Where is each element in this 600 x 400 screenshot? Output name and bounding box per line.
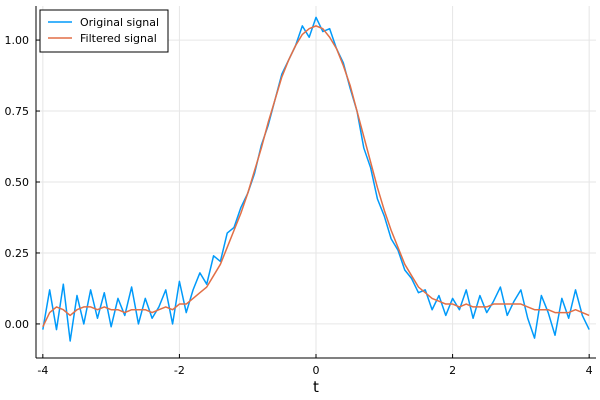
legend-label-original: Original signal — [80, 16, 159, 29]
y-tick-label-3: 0.75 — [5, 105, 30, 118]
x-tick-label-0: -4 — [37, 364, 48, 377]
x-tick-label-2: 0 — [313, 364, 320, 377]
x-axis-label: t — [313, 378, 319, 396]
tick-labels: -4 -2 0 2 4 0.00 0.25 0.50 0.75 1.00 — [5, 34, 593, 377]
series-layer — [42, 16, 590, 342]
y-tick-label-0: 0.00 — [5, 318, 30, 331]
y-tick-label-4: 1.00 — [5, 34, 30, 47]
y-tick-label-2: 0.50 — [5, 176, 30, 189]
x-tick-label-4: 4 — [586, 364, 593, 377]
filtered-signal-line — [42, 25, 590, 328]
original-signal-line — [42, 16, 590, 342]
axes — [35, 6, 596, 359]
grid — [36, 6, 596, 358]
legend-label-filtered: Filtered signal — [80, 32, 157, 45]
legend: Original signal Filtered signal — [39, 9, 169, 53]
legend-box — [39, 9, 169, 53]
y-tick-label-1: 0.25 — [5, 247, 30, 260]
x-tick-label-3: 2 — [449, 364, 456, 377]
x-tick-label-1: -2 — [174, 364, 185, 377]
